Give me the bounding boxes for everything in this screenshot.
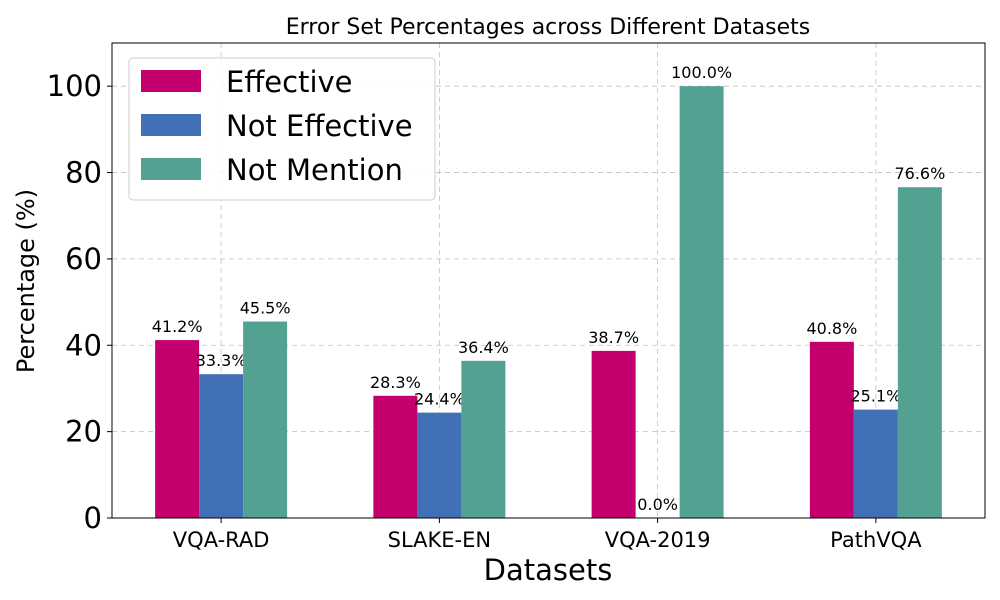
bar-value-label: 76.6% [894,164,945,183]
bar-value-label: 28.3% [370,373,421,392]
legend-swatch [141,158,201,180]
bar-effective [155,340,200,518]
legend-swatch [141,70,201,92]
bar-not-mention [897,187,942,518]
bar-value-label: 41.2% [152,317,203,336]
bar-not-effective [199,374,244,518]
bar-not-effective [417,412,462,518]
bar-not-mention [243,321,288,518]
bar-not-mention [679,86,724,518]
x-axis-label: Datasets [484,553,613,587]
legend-swatch [141,114,201,136]
x-tick-label: VQA-2019 [605,528,711,552]
bar-value-label: 33.3% [196,351,247,370]
x-tick-label: PathVQA [830,528,922,552]
bar-value-label: 45.5% [240,299,291,318]
x-tick-label: SLAKE-EN [388,528,491,552]
bars: 41.2% 33.3% 45.5% 28.3%24.4% 36.4% 38.7% 0.0% 1… [152,63,945,518]
legend-label: Effective [226,65,353,99]
bar-effective [809,341,854,518]
y-tick-label: 40 [65,328,102,362]
bar-effective [373,395,418,518]
bar-value-label: 40.8% [806,319,857,338]
x-tick-label: VQA-RAD [173,528,270,552]
bar-value-label: 38.7% [588,328,639,347]
y-tick-label: 0 [84,501,102,535]
bar-value-label: 0.0% [637,495,678,514]
chart-title: Error Set Percentages across Different D… [286,15,811,40]
legend-label: Not Effective [226,109,413,143]
bar-not-effective [853,409,898,518]
bar-not-mention [461,360,506,518]
y-tick-label: 80 [65,156,102,190]
y-tick-label: 60 [65,242,102,276]
y-tick-label: 100 [47,69,102,103]
legend: Effective Not Effective Not Mention [128,57,436,201]
legend-label: Not Mention [226,153,403,187]
bar-value-label: 100.0% [671,63,732,82]
bar-effective [591,350,636,518]
bar-value-label: 36.4% [458,338,509,357]
plot-frame [111,42,986,519]
bar-value-label: 24.4% [414,390,465,409]
y-axis-label: Percentage (%) [12,189,40,373]
legend-box [128,57,436,201]
y-tick-label: 20 [65,415,102,449]
bar-value-label: 25.1% [850,387,901,406]
axis-ticks: 0 20 40 60 80 100 VQA-RAD SLAKE-EN VQA-2019 PathV… [47,69,923,552]
